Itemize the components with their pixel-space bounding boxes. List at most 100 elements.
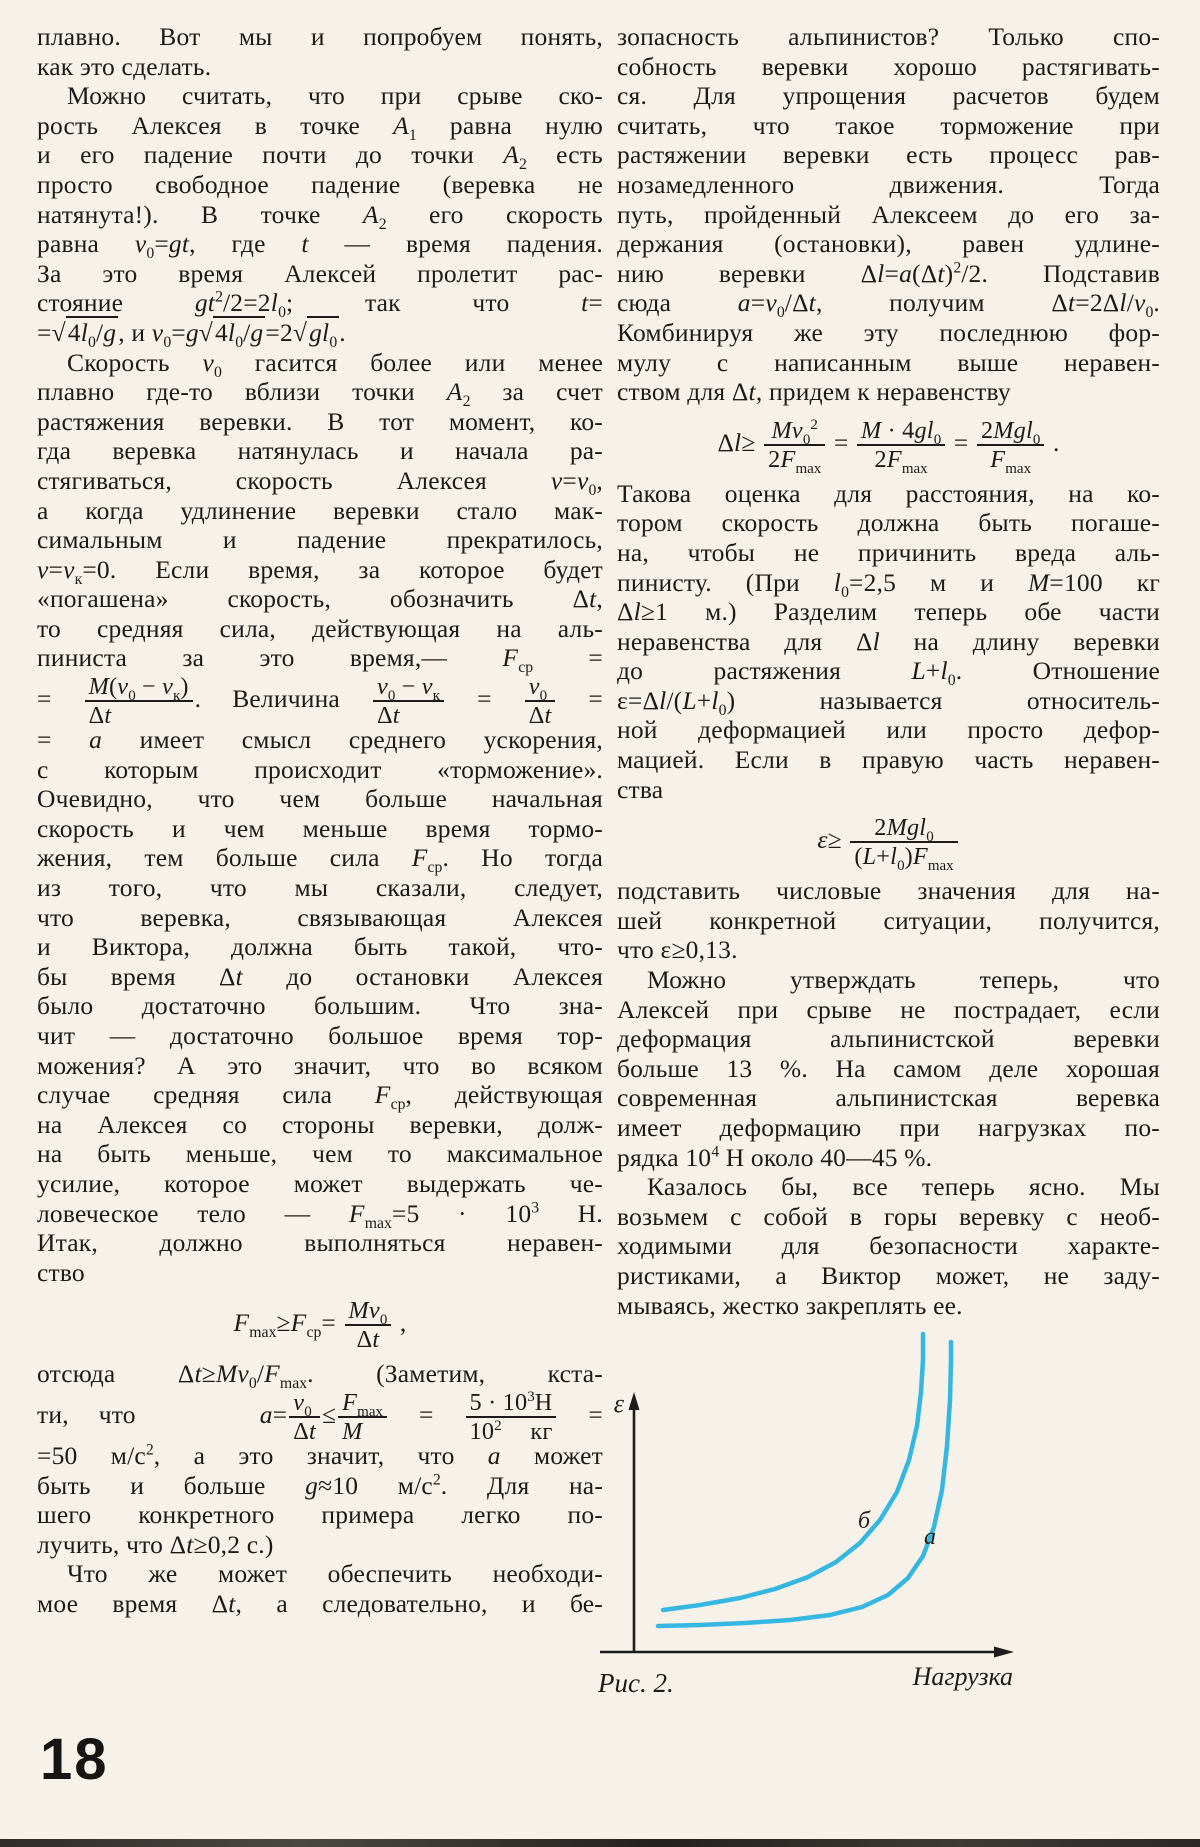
text-line: = M(v0 − vк) Δt. Величина v0 − vк Δt = v0 Δ… [37, 673, 604, 730]
text-line: мулу с написанным выше неравен- [617, 347, 1160, 377]
text-line: гда веревка натянулась и начала ра- [37, 436, 603, 466]
text-line: с которым происходит «торможение». [37, 754, 603, 784]
text-line: на, чтобы не причинить вреда аль- [617, 537, 1160, 567]
text-line: до растяжения L+l0. Отношение [617, 656, 1160, 690]
text-line: =50 м/с2, а это значит, что a может [37, 1440, 603, 1470]
text-line: то средняя сила, действующая на аль- [37, 613, 603, 643]
text-line: натянута!). В точке A2 его скорость [37, 199, 603, 233]
text-line: что ε≥0,13. [617, 935, 738, 965]
text-line: «погашена» скорость, обозначить Δt, [37, 584, 603, 614]
y-axis-arrow-icon [628, 1392, 640, 1410]
text-line: сюда a=v0/Δt, получим Δt=2Δl/v0. [617, 288, 1160, 322]
text-line: жения, тем больше сила Fср. Но тогда [37, 843, 603, 877]
text-line: ство [37, 1257, 85, 1287]
text-line: путь, пройденный Алексеем до его за- [617, 199, 1160, 229]
text-line: плавно. Вот мы и попробуем понять, [37, 22, 603, 51]
text-line: зопасность альпинистов? Только спо- [617, 22, 1160, 51]
text-line: и его падение почти до точки A2 есть [37, 140, 603, 174]
text-line: неравенства для Δl на длину веревки [617, 626, 1160, 656]
x-axis-arrow-icon [994, 1646, 1014, 1658]
text-line: современная альпинистская веревка [617, 1083, 1160, 1113]
text-line: пинисту. (При l0=2,5 м и M=100 кг [617, 567, 1160, 601]
text-line: деформация альпинистской веревки [617, 1024, 1160, 1054]
scan-edge-bar [0, 1839, 1200, 1847]
text-line: нозамедленного движения. Тогда [617, 169, 1160, 199]
text-line: За это время Алексей пролетит рас- [37, 258, 603, 288]
text-line: Комбинируя же эту последнюю фор- [617, 317, 1160, 347]
text-line: можения? А это значит, что во всяком [37, 1050, 603, 1080]
text-line: быть и больше g≈10 м/с2. Для на- [37, 1470, 604, 1500]
text-line: лучить, что Δt≥0,2 с.) [37, 1529, 274, 1559]
x-axis-label: Нагрузка [912, 1662, 1013, 1691]
text-line: ства [617, 774, 664, 804]
text-line: v=vк=0. Если время, за которое будет [37, 554, 603, 588]
text-line: ристиками, а Виктор может, не заду- [617, 1260, 1160, 1290]
text-line: ти, что a= v0 Δt ≤ Fmax M = 5 · 103Н 102 кг = [37, 1388, 604, 1446]
text-line: шей конкретной ситуации, получится, [617, 905, 1160, 935]
text-line: возьмем с собой в горы веревку с необ- [617, 1201, 1160, 1231]
text-line: равна v0=gt, где t — время падения. [37, 229, 604, 263]
text-line: больше 13 %. На самом деле хорошая [617, 1053, 1160, 1083]
text-line: пиниста за это время,— Fср = [37, 643, 604, 677]
text-line: Скорость v0 гасится более или менее [67, 347, 603, 381]
text-line: было достаточно большим. Что зна- [37, 991, 603, 1021]
left-column: плавно. Вот мы и попробуем понять, как эт… [37, 22, 603, 1619]
text-line: =√4l0/g, и v0=g√4l0/g=2√gl0. [37, 315, 346, 352]
text-line: а когда удлинение веревки стало мак- [37, 495, 603, 525]
text-line: ством для Δt, придем к неравенству [617, 377, 1011, 407]
text-line: Такова оценка для расстояния, на ко- [617, 478, 1160, 508]
text-line: Казалось бы, все теперь ясно. Мы [647, 1172, 1160, 1202]
text-line: = a имеет смысл среднего ускорения, [37, 725, 603, 755]
text-line: собность веревки хорошо растягивать- [617, 51, 1160, 81]
text-line: считать, что такое торможение при [617, 110, 1160, 140]
text-line: стояние gt2/2=2l0; так что t= [37, 288, 603, 322]
text-line: из того, что мы сказали, следует, [37, 873, 603, 903]
text-line: что веревка, связывающая Алексея [37, 902, 603, 932]
text-line: симальным и падение прекратилось, [37, 525, 603, 555]
figure-2: ε Нагрузка б a [596, 1316, 1026, 1706]
text-line: на Алексея со стороны веревки, долж- [37, 1109, 603, 1139]
text-line: ε=Δl/(L+l0) называется относитель- [617, 685, 1160, 719]
text-line: Можно утверждать теперь, что [647, 965, 1160, 995]
text-line: рядка 104 Н около 40—45 %. [617, 1142, 933, 1172]
text-line: мацией. Если в правую часть неравен- [617, 745, 1160, 775]
curve-б [660, 1331, 926, 1613]
text-line: Δl≥ Mv02 2Fmax = M · 4gl0 2Fmax = 2Mgl0 Fma… [717, 416, 1060, 477]
text-line: просто свободное падение (веревка не [37, 169, 603, 199]
text-line: и Виктора, должна быть такой, что- [37, 932, 603, 962]
text-line: ε≥ 2Mgl0 (L+l0)Fmax [617, 804, 1160, 876]
text-line: имеет деформацию при нагрузках по- [617, 1113, 1160, 1142]
figure-caption: Рис. 2. [598, 1668, 674, 1698]
text-line: Что же может обеспечить необходи- [67, 1559, 603, 1589]
text-line: отсюда Δt≥Mv0/Fmax. (Заметим, кста- [37, 1359, 603, 1393]
text-line: Итак, должно выполняться неравен- [37, 1228, 603, 1258]
text-line: плавно где-то вблизи точки A2 за счет [37, 377, 603, 411]
text-line: ходимыми для безопасности характе- [617, 1231, 1160, 1261]
text-line: случае средняя сила Fср, действующая [37, 1080, 603, 1114]
text-line: стягиваться, скорость Алексея v=v0, [37, 465, 603, 499]
text-line: нию веревки Δl=a(Δt)2/2. Подставив [617, 258, 1160, 288]
text-line: ной деформацией или просто дефор- [617, 715, 1160, 745]
text-line: ся. Для упрощения расчетов будем [617, 81, 1160, 111]
text-line: подставить числовые значения для на- [617, 876, 1160, 906]
text-line: Δl≥1 м.) Разделим теперь обе части [617, 597, 1160, 627]
y-axis-label: ε [614, 1389, 625, 1418]
curve-a [655, 1339, 954, 1629]
text-line: мое время Δt, а следовательно, и бе- [37, 1588, 603, 1618]
curve-label-б: б [858, 1508, 871, 1534]
right-column: зопасность альпинистов? Только спо-собно… [617, 22, 1160, 1320]
text-line: чит — достаточно большое время тор- [37, 1021, 603, 1050]
text-line: на быть меньше, чем то максимальное [37, 1139, 603, 1169]
text-line: скорость и чем меньше время тормо- [37, 813, 603, 843]
text-line: как это сделать. [37, 51, 212, 81]
text-line: растяжения веревки. В тот момент, ко- [37, 406, 603, 436]
text-line: тором скорость должна быть погаше- [617, 508, 1160, 538]
text-line: мываясь, жестко закреплять ее. [617, 1290, 963, 1320]
text-line: Алексей при срыве не пострадает, если [617, 994, 1160, 1024]
text-line: Можно считать, что при срыве ско- [67, 81, 603, 111]
text-line: ловеческое тело — Fmax=5 · 103 Н. [37, 1198, 603, 1232]
figure-plot: ε Нагрузка б a [600, 1331, 1014, 1691]
text-line: рость Алексея в точке A1 равна нулю [37, 110, 603, 144]
text-line: растяжении веревки есть процесс рав- [617, 140, 1160, 170]
